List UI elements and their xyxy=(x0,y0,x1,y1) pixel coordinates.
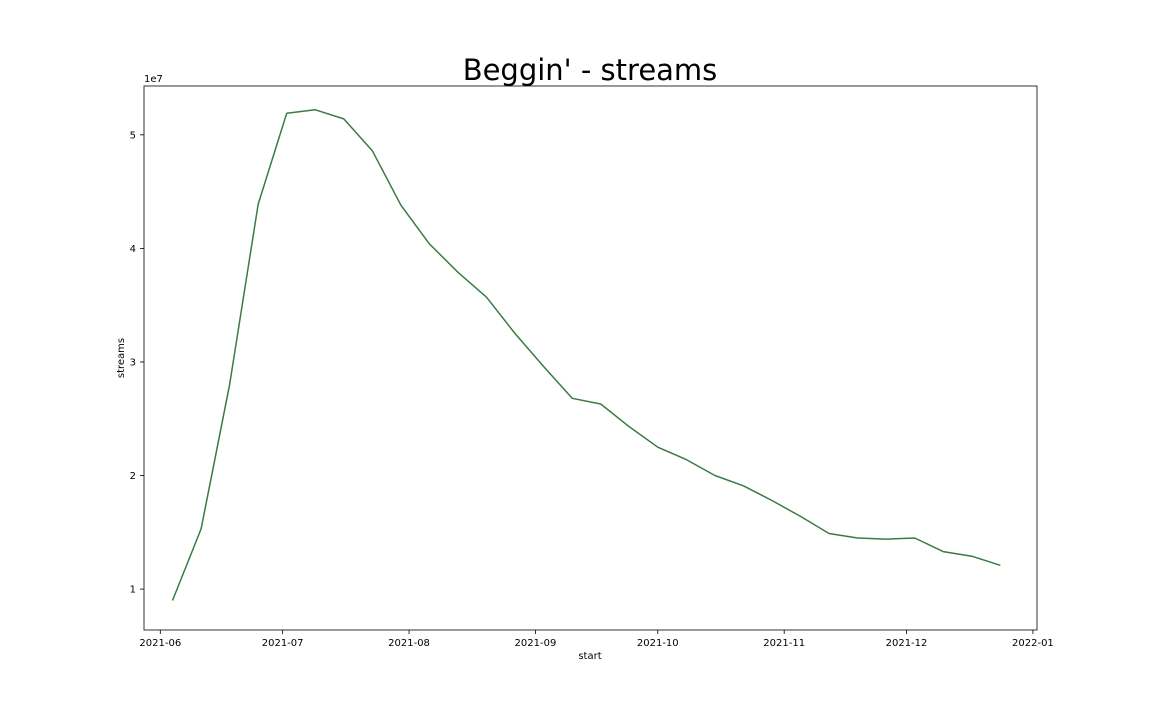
x-tick-label: 2021-08 xyxy=(388,638,430,649)
y-tick-label: 5 xyxy=(130,130,136,141)
chart-title: Beggin' - streams xyxy=(463,53,718,87)
x-tick-label: 2021-12 xyxy=(886,638,928,649)
x-tick-label: 2021-10 xyxy=(637,638,679,649)
y-axis-label: streams xyxy=(116,338,127,378)
x-tick-label: 2022-01 xyxy=(1012,638,1054,649)
y-tick-label: 2 xyxy=(130,471,136,482)
y-tick-label: 1 xyxy=(130,585,136,596)
x-tick-label: 2021-09 xyxy=(515,638,557,649)
x-tick-label: 2021-11 xyxy=(763,638,805,649)
x-tick-label: 2021-06 xyxy=(139,638,181,649)
x-axis-label: start xyxy=(578,651,601,662)
y-tick-label: 3 xyxy=(130,357,136,368)
y-offset-label: 1e7 xyxy=(144,74,163,85)
x-tick-label: 2021-07 xyxy=(262,638,304,649)
y-tick-label: 4 xyxy=(130,244,136,255)
series-line xyxy=(171,109,1001,601)
plot-frame xyxy=(143,85,1038,631)
